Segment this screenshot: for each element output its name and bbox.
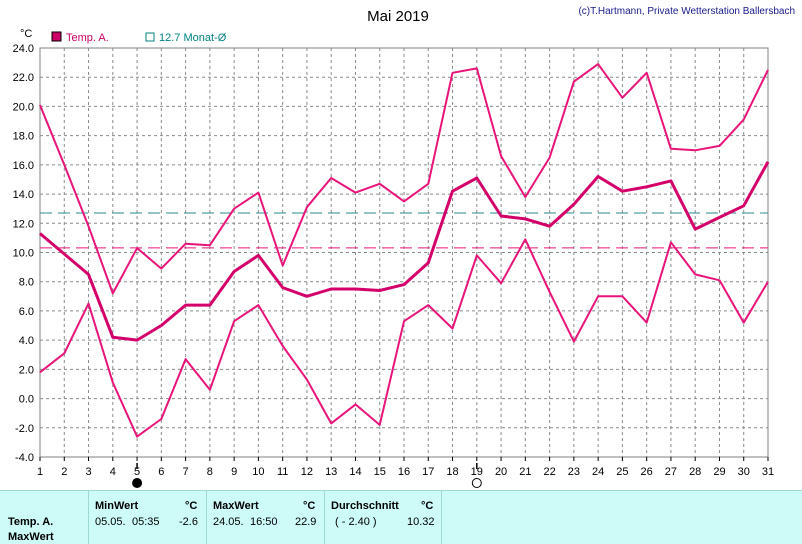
x-tick-label: 7 — [183, 466, 189, 478]
temperature-chart: Mai 2019 (c)T.Hartmann, Private Wetterst… — [13, 6, 795, 488]
x-tick-label: 19 — [471, 466, 483, 478]
x-tick-label: 25 — [616, 466, 628, 478]
max-time: 16:50 — [250, 516, 278, 528]
y-tick-label: 4.0 — [19, 335, 34, 347]
min-value: -2.6 — [179, 516, 198, 528]
x-tick-label: 24 — [592, 466, 604, 478]
series-line-min — [39, 238, 769, 438]
y-tick-label: 22.0 — [13, 72, 34, 84]
x-tick-label: 17 — [422, 466, 434, 478]
x-tick-label: 26 — [641, 466, 653, 478]
y-tick-label: 10.0 — [13, 248, 34, 260]
x-tick-label: 8 — [207, 466, 213, 478]
max-header: MaxWert — [213, 500, 259, 512]
x-tick-label: 9 — [231, 466, 237, 478]
max-date: 24.05. — [213, 516, 244, 528]
y-tick-label: 24.0 — [13, 43, 34, 55]
x-tick-label: 18 — [446, 466, 458, 478]
stats-avg-cell: Durchschnitt °C ( - 2.40 ) 10.32 — [324, 491, 442, 544]
reference-lines — [40, 212, 768, 249]
x-tick-labels: 1 2 3 4 5 6 7 8 9 10 11 12 13 14 15 16 17 18 19 20 21 22 23 24 2… — [37, 457, 774, 478]
x-tick-label: 1 — [37, 466, 43, 478]
avg-value: 10.32 — [407, 516, 435, 528]
x-tick-label: 22 — [543, 466, 555, 478]
legend-swatch-month-avg — [145, 32, 155, 42]
x-tick-label: 23 — [568, 466, 580, 478]
series-line-max — [39, 63, 769, 295]
full-moon-icon — [471, 478, 482, 488]
x-tick-label: 30 — [738, 466, 750, 478]
legend-swatch-temp — [51, 31, 62, 42]
moon-phase-markers — [132, 463, 482, 488]
x-tick-label: 15 — [374, 466, 386, 478]
y-tick-label: -2.0 — [15, 423, 34, 435]
x-tick-label: 10 — [252, 466, 264, 478]
x-tick-label: 21 — [519, 466, 531, 478]
x-tick-label: 29 — [713, 466, 725, 478]
min-header: MinWert — [95, 500, 139, 512]
y-tick-label: 8.0 — [19, 277, 34, 289]
avg-header: Durchschnitt — [331, 500, 399, 512]
chart-title: Mai 2019 — [367, 8, 429, 25]
stats-row-label-max: MaxWert — [8, 531, 54, 543]
x-tick-label: 28 — [689, 466, 701, 478]
x-tick-label: 2 — [61, 466, 67, 478]
legend-label-month-avg: 12.7 Monat-Ø — [159, 32, 227, 44]
max-unit: °C — [303, 500, 316, 512]
y-tick-labels: 24.0 22.0 20.0 18.0 16.0 14.0 12.0 10.0 8.0 6.0 4.… — [13, 43, 34, 464]
y-tick-label: 12.0 — [13, 218, 34, 230]
x-tick-label: 5 — [134, 466, 140, 478]
grid — [40, 48, 768, 457]
max-value: 22.9 — [295, 516, 317, 528]
avg-diff: ( - 2.40 ) — [335, 516, 377, 528]
stats-row-label-temp: Temp. A. — [8, 516, 54, 528]
min-date: 05.05. — [95, 516, 126, 528]
new-moon-icon — [132, 478, 143, 488]
x-tick-label: 3 — [85, 466, 91, 478]
stats-label-cell: Temp. A. MaxWert — [0, 491, 88, 544]
stats-min-cell: MinWert °C 05.05. 05:35 -2.6 — [88, 491, 207, 544]
y-tick-label: 18.0 — [13, 131, 34, 143]
y-tick-label: 2.0 — [19, 364, 34, 376]
x-tick-label: 4 — [110, 466, 116, 478]
series-line-avg — [39, 161, 770, 342]
avg-unit: °C — [421, 500, 434, 512]
x-tick-label: 13 — [325, 466, 337, 478]
x-tick-label: 27 — [665, 466, 677, 478]
chart-credit: (c)T.Hartmann, Private Wetterstation Bal… — [578, 6, 795, 17]
min-unit: °C — [185, 500, 198, 512]
x-tick-label: 20 — [495, 466, 507, 478]
min-time: 05:35 — [132, 516, 160, 528]
legend: Temp. A. 12.7 Monat-Ø — [51, 31, 227, 44]
series-lines — [39, 63, 770, 438]
y-tick-label: 16.0 — [13, 160, 34, 172]
x-tick-label: 11 — [277, 466, 288, 478]
legend-label-temp: Temp. A. — [66, 32, 109, 44]
x-tick-label: 16 — [398, 466, 410, 478]
y-tick-label: 14.0 — [13, 189, 34, 201]
y-tick-label: 0.0 — [19, 394, 34, 406]
x-tick-label: 14 — [349, 466, 361, 478]
x-tick-label: 6 — [158, 466, 164, 478]
y-axis-unit: °C — [20, 28, 32, 40]
y-tick-label: 20.0 — [13, 101, 34, 113]
y-tick-label: 6.0 — [19, 306, 34, 318]
x-tick-label: 12 — [301, 466, 313, 478]
x-tick-label: 31 — [762, 466, 774, 478]
stats-max-cell: MaxWert °C 24.05. 16:50 22.9 — [206, 491, 325, 544]
statistics-panel: Temp. A. MaxWert MinWert °C 05.05. 05:35… — [0, 490, 802, 544]
y-tick-label: -4.0 — [15, 452, 34, 464]
